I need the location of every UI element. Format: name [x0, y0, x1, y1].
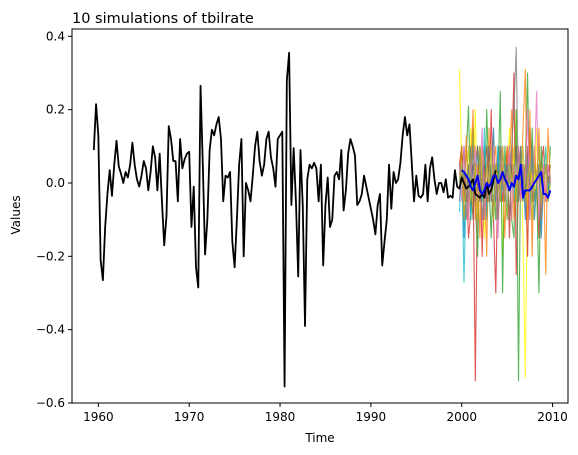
y-tick-label: 0.4	[46, 29, 65, 43]
y-tick-label: −0.6	[36, 396, 65, 410]
x-axis-label: Time	[304, 431, 334, 445]
series-layer	[92, 46, 552, 388]
x-tick-label: 2000	[446, 410, 477, 424]
simulation-line-10	[458, 145, 551, 221]
observed-series-line	[92, 51, 497, 388]
plot-frame	[71, 28, 569, 404]
y-tick-label: 0.0	[46, 176, 65, 190]
x-axis: 1960 1970 1980 1990 2000 2010	[83, 403, 568, 424]
x-tick-label: 2010	[537, 410, 568, 424]
y-axis: −0.6 −0.4 −0.2 0.0 0.2 0.4	[36, 29, 72, 410]
chart-title: 10 simulations of tbilrate	[72, 11, 254, 27]
y-axis-label: Values	[9, 195, 23, 234]
x-tick-label: 1980	[265, 410, 296, 424]
x-tick-label: 1960	[83, 410, 114, 424]
y-tick-label: −0.2	[36, 249, 65, 263]
y-tick-label: 0.2	[46, 103, 65, 117]
y-tick-label: −0.4	[36, 323, 65, 337]
x-tick-label: 1990	[356, 410, 387, 424]
x-tick-label: 1970	[174, 410, 205, 424]
forecast-mean-line	[461, 163, 552, 199]
